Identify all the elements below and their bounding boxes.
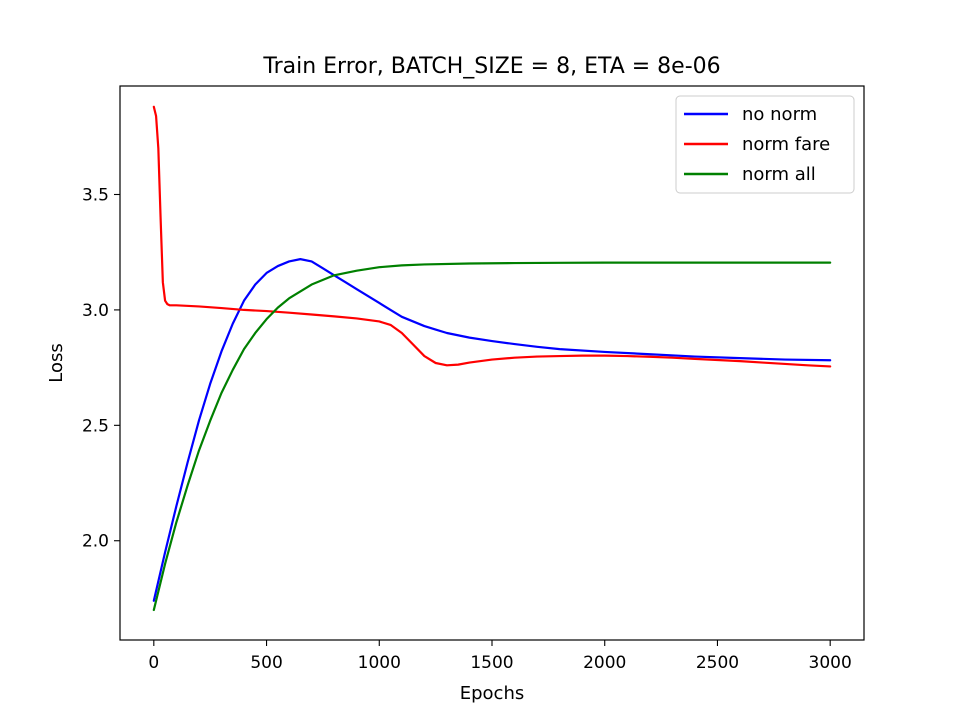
legend: no norm norm fare norm all [675, 95, 855, 194]
y-tick-label: 3.0 [82, 301, 109, 321]
x-tick-label: 2000 [583, 653, 626, 673]
legend-entry: norm fare [742, 134, 830, 155]
series-layer [152, 105, 832, 612]
x-axis-label: Epochs [460, 683, 525, 704]
x-tick-label: 0 [148, 653, 159, 673]
y-axis-ticks: 2.0 2.5 3.0 3.5 [82, 185, 120, 552]
y-tick-label: 2.0 [82, 532, 109, 552]
x-tick-label: 1000 [358, 653, 401, 673]
legend-entry: norm all [742, 164, 816, 185]
y-axis-label: Loss [46, 343, 67, 382]
x-tick-label: 3000 [809, 653, 852, 673]
y-tick-label: 3.5 [82, 185, 109, 205]
x-tick-label: 500 [250, 653, 282, 673]
chart-title: Train Error, BATCH_SIZE = 8, ETA = 8e-06 [262, 54, 720, 79]
series-line-norm-fare [152, 105, 832, 368]
legend-entry: no norm [742, 104, 817, 125]
y-tick-label: 2.5 [82, 416, 109, 436]
series-line-no-norm [152, 258, 832, 602]
x-axis-ticks: 0 500 1000 1500 2000 2500 3000 [148, 640, 852, 673]
x-tick-label: 2500 [696, 653, 739, 673]
series-line-norm-all [152, 261, 832, 612]
x-tick-label: 1500 [470, 653, 513, 673]
legend-box [675, 95, 855, 194]
